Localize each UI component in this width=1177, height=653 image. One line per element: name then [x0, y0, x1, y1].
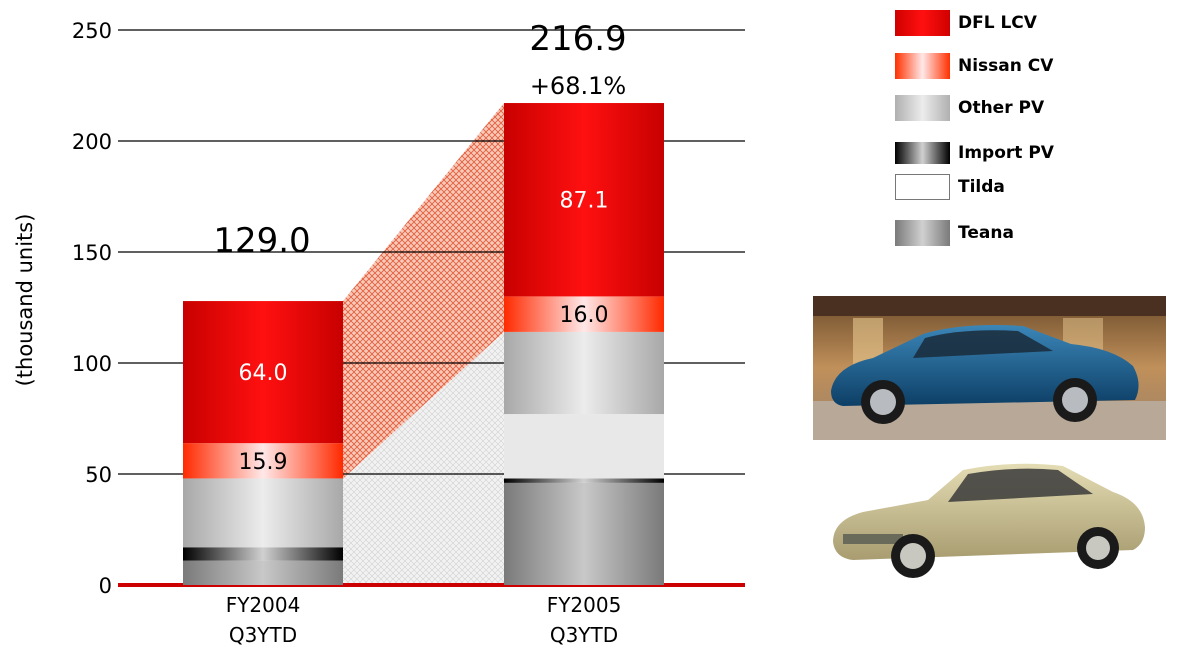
x-tick-label-sub: Q3YTD	[229, 623, 297, 647]
bar-segment-other-pv	[183, 478, 343, 548]
bar-segment-nissan-cv	[504, 296, 664, 332]
bar-segment-teana	[504, 482, 664, 585]
bar-segment-nissan-cv	[183, 443, 343, 479]
bar-segment-other-pv	[504, 331, 664, 415]
y-tick-label: 200	[72, 130, 112, 154]
y-tick-label: 150	[72, 241, 112, 265]
segment-value-label: 16.0	[560, 303, 609, 328]
segment-value-label: 64.0	[239, 361, 288, 386]
connector-pv-area	[343, 331, 504, 585]
bar-segment-dfl-lcv	[504, 103, 664, 297]
car-photo-blue-sedan	[813, 296, 1166, 440]
y-axis-title: (thousand units)	[13, 214, 37, 387]
x-tick-label: FY2005	[547, 593, 622, 617]
growth-label: +68.1%	[530, 72, 626, 100]
car-photo-beige-sedan	[813, 442, 1166, 588]
bar-segment-dfl-lcv	[183, 301, 343, 444]
connector-cv-area	[343, 103, 504, 479]
y-tick-label: 250	[72, 19, 112, 43]
bar-segment-import-pv	[183, 547, 343, 561]
x-tick-label-sub: Q3YTD	[550, 623, 618, 647]
tiida-photo	[813, 442, 1166, 588]
bar-total-label: 129.0	[213, 221, 310, 261]
teana-photo	[813, 296, 1166, 440]
bar-total-label: 216.9	[529, 19, 626, 59]
bar-segment-import-pv	[504, 478, 664, 483]
y-tick-label: 50	[85, 463, 112, 487]
segment-value-label: 15.9	[239, 450, 288, 475]
y-tick-label: 100	[72, 352, 112, 376]
bar-segment-teana	[183, 560, 343, 585]
x-tick-label: FY2004	[226, 593, 301, 617]
segment-value-label: 87.1	[560, 189, 609, 214]
y-tick-label: 0	[99, 574, 112, 598]
bar-segment-tilda	[504, 414, 664, 479]
